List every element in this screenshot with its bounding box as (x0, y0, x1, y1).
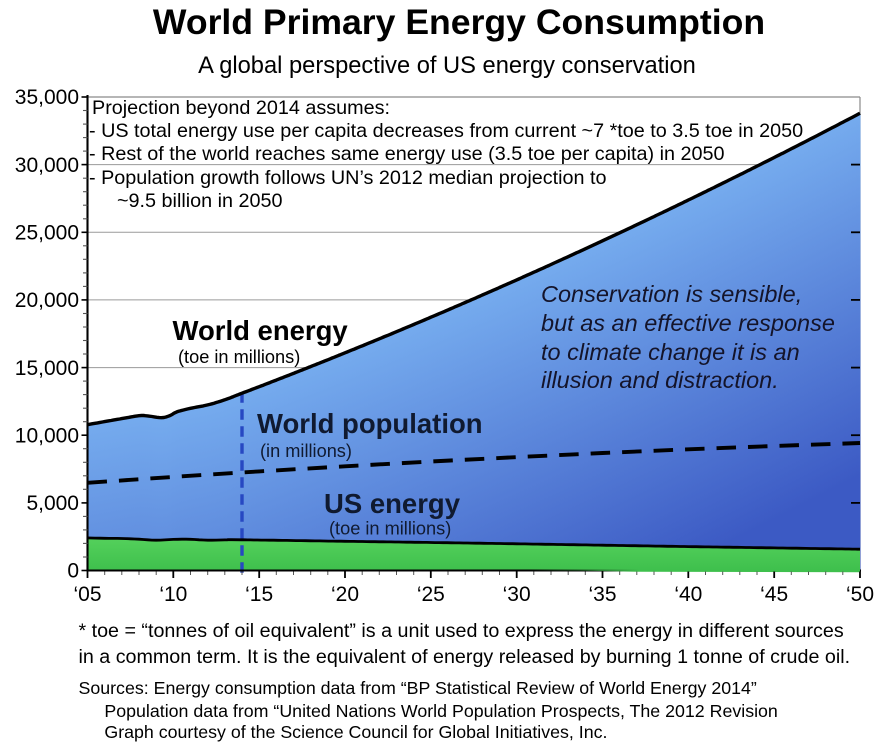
svg-text:in a common term. It is the eq: in a common term. It is the equivalent o… (79, 646, 851, 668)
svg-text:World Primary Energy Consumpti: World Primary Energy Consumption (153, 2, 765, 42)
svg-text:10,000: 10,000 (15, 424, 79, 447)
svg-text:but as an effective response: but as an effective response (541, 310, 835, 336)
svg-text:Population data from “United N: Population data from “United Nations Wor… (104, 701, 777, 721)
svg-text:- Rest of the world reaches sa: - Rest of the world reaches same energy … (89, 143, 725, 165)
svg-text:‘50: ‘50 (846, 583, 874, 606)
svg-text:* toe = “tonnes of oil equival: * toe = “tonnes of oil equivalent” is a … (79, 620, 844, 642)
svg-text:illusion and distraction.: illusion and distraction. (541, 367, 779, 393)
svg-text:‘10: ‘10 (159, 583, 187, 606)
svg-text:~9.5 billion in 2050: ~9.5 billion in 2050 (117, 190, 283, 212)
svg-text:(in millions): (in millions) (260, 441, 352, 461)
svg-text:US energy: US energy (324, 488, 461, 519)
svg-text:‘15: ‘15 (245, 583, 273, 606)
svg-text:25,000: 25,000 (15, 221, 79, 244)
svg-text:to climate change it is an: to climate change it is an (541, 339, 800, 365)
svg-text:Sources: Energy consumption da: Sources: Energy consumption data from “B… (79, 678, 757, 698)
svg-text:‘20: ‘20 (331, 583, 359, 606)
svg-text:‘25: ‘25 (417, 583, 445, 606)
svg-text:15,000: 15,000 (15, 357, 79, 380)
svg-text:‘45: ‘45 (760, 583, 788, 606)
svg-text:30,000: 30,000 (15, 154, 79, 177)
svg-text:World population: World population (257, 408, 483, 439)
svg-text:‘40: ‘40 (674, 583, 702, 606)
svg-text:20,000: 20,000 (15, 289, 79, 312)
svg-text:A global perspective of US ene: A global perspective of US energy conser… (198, 53, 696, 79)
svg-text:Projection beyond 2014 assumes: Projection beyond 2014 assumes: (92, 97, 390, 119)
svg-text:‘05: ‘05 (73, 583, 101, 606)
svg-text:‘35: ‘35 (588, 583, 616, 606)
svg-text:0: 0 (67, 560, 79, 583)
svg-text:35,000: 35,000 (15, 86, 79, 109)
svg-text:Graph courtesy of the Science: Graph courtesy of the Science Council fo… (104, 722, 607, 742)
svg-text:- US total energy use per capi: - US total energy use per capita decreas… (89, 120, 803, 142)
svg-text:Conservation is sensible,: Conservation is sensible, (541, 281, 802, 307)
svg-text:5,000: 5,000 (26, 492, 79, 515)
svg-text:World energy: World energy (173, 315, 349, 346)
svg-text:(toe in millions): (toe in millions) (329, 519, 451, 539)
svg-text:‘30: ‘30 (503, 583, 531, 606)
svg-text:- Population growth follows UN: - Population growth follows UN’s 2012 me… (89, 167, 607, 189)
svg-text:(toe in millions): (toe in millions) (178, 347, 300, 367)
